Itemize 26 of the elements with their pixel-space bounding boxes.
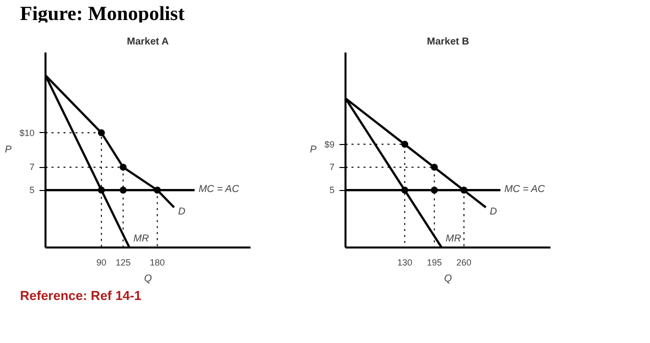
x-tick-label: 260 xyxy=(456,258,472,268)
chart-title: Market B xyxy=(426,36,470,48)
y-tick-label: 5 xyxy=(29,185,35,196)
series-label: MR xyxy=(133,234,149,244)
series-label: D xyxy=(178,206,186,218)
x-tick-label: 180 xyxy=(150,258,165,268)
series-label: MC = AC xyxy=(504,184,546,196)
x-axis-title: Q xyxy=(144,274,152,284)
y-axis-title: P xyxy=(310,144,317,156)
series-label: D xyxy=(490,206,498,218)
y-tick-label: 7 xyxy=(329,162,335,172)
y-tick-label: 7 xyxy=(29,162,35,172)
chart-title: Market A xyxy=(126,36,169,48)
x-tick-label: 90 xyxy=(96,258,106,268)
series-label: MR xyxy=(446,234,462,244)
y-tick-label: $9 xyxy=(324,139,335,150)
series-label: MC = AC xyxy=(198,184,240,196)
x-tick-label: 195 xyxy=(426,258,442,268)
text: Reference: Ref 14-1 xyxy=(20,287,142,305)
text: Figure: Monopolist xyxy=(20,2,185,27)
y-axis-title: P xyxy=(4,144,12,156)
x-axis-title: Q xyxy=(444,274,452,284)
x-tick-label: 125 xyxy=(116,258,131,268)
x-tick-label: 130 xyxy=(397,258,412,268)
y-tick-label: $10 xyxy=(19,128,35,138)
y-tick-label: 5 xyxy=(329,185,335,196)
